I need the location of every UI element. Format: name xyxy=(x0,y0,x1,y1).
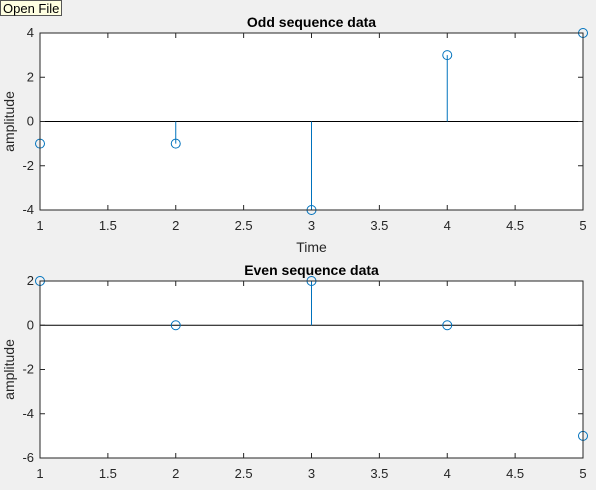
y-tick-label: -4 xyxy=(22,202,34,217)
stem-marker xyxy=(442,50,453,61)
y-axis-label: amplitude xyxy=(1,339,17,400)
axes-box xyxy=(39,280,584,459)
x-tick-label: 1 xyxy=(36,218,43,233)
x-tick-label: 4.5 xyxy=(506,466,524,481)
x-tick-label: 3 xyxy=(308,218,315,233)
stem-marker xyxy=(170,138,181,149)
x-tick-label: 2 xyxy=(172,466,179,481)
x-tick-label: 1.5 xyxy=(99,466,117,481)
y-tick-label: 0 xyxy=(27,317,34,332)
plot-panel-2: Even sequence data 1 1.5 2 2.5 3 3.5 4 4.5 5 -6 -4 -… xyxy=(1,262,588,481)
x-tick-label: 5 xyxy=(579,218,586,233)
y-tick-label: -2 xyxy=(22,158,34,173)
x-tick-label: 4 xyxy=(444,466,451,481)
stem-marker xyxy=(170,320,181,331)
x-tick-label: 3.5 xyxy=(370,218,388,233)
x-tick-label: 4.5 xyxy=(506,218,524,233)
x-tick-label: 5 xyxy=(579,466,586,481)
stem-marker xyxy=(442,320,453,331)
x-tick-label: 1.5 xyxy=(99,218,117,233)
x-tick-label: 1 xyxy=(36,466,43,481)
y-tick-label: 4 xyxy=(27,25,34,40)
y-tick-label: 2 xyxy=(27,69,34,84)
y-tick-label: -6 xyxy=(22,450,34,465)
x-axis-label: Time xyxy=(296,239,327,255)
plot-title: Odd sequence data xyxy=(247,14,376,30)
x-tick-label: 2.5 xyxy=(235,218,253,233)
plot-panel-1: Odd sequence data 1 1.5 2 2.5 3 3.5 4 4.5 5 -4 -2 0 2… xyxy=(1,14,588,255)
open-file-button[interactable]: Open File xyxy=(0,0,63,16)
x-tick-label: 4 xyxy=(444,218,451,233)
y-tick-label: -2 xyxy=(22,362,34,377)
x-tick-label: 2.5 xyxy=(235,466,253,481)
y-tick-label: -4 xyxy=(22,406,34,421)
y-tick-label: 0 xyxy=(27,114,34,129)
axes-box xyxy=(39,32,584,211)
y-tick-label: 2 xyxy=(27,273,34,288)
plot-title: Even sequence data xyxy=(244,262,379,278)
x-tick-label: 2 xyxy=(172,218,179,233)
y-axis-label: amplitude xyxy=(1,91,17,152)
x-tick-label: 3.5 xyxy=(370,466,388,481)
x-tick-label: 3 xyxy=(308,466,315,481)
